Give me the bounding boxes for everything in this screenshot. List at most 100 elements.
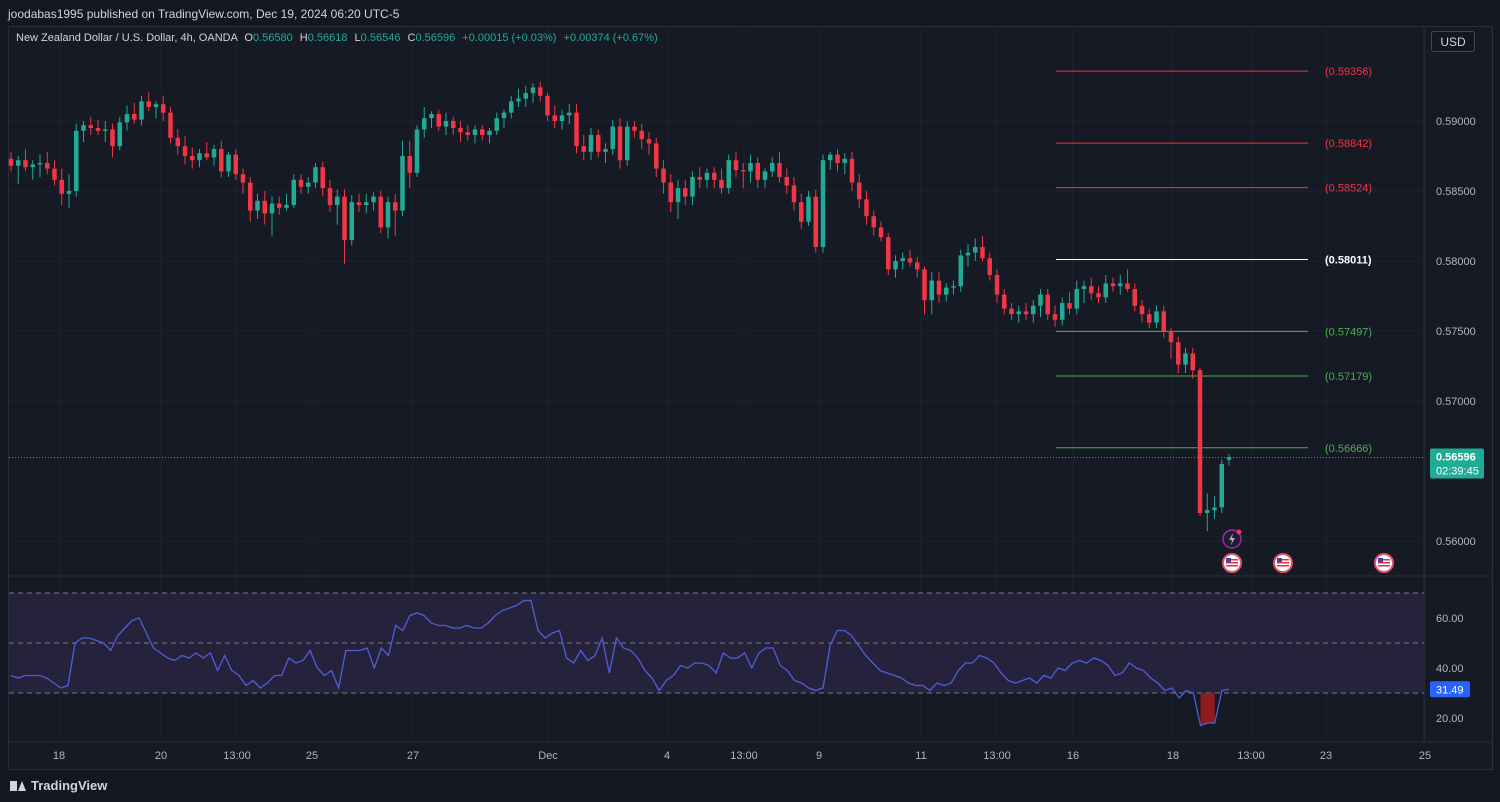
- candle-body-down: [1096, 293, 1101, 298]
- candle-body-down: [219, 149, 224, 172]
- candle-body-down: [987, 258, 992, 275]
- change-value: +0.00015 (+0.03%): [462, 32, 557, 44]
- x-tick-label: 27: [407, 750, 419, 762]
- candle-body-up: [306, 182, 311, 187]
- candle-body-down: [994, 275, 1000, 295]
- candle-body-down: [1147, 314, 1152, 323]
- flag-stripe: [1277, 562, 1289, 564]
- candle-body-down: [835, 154, 840, 163]
- candle-body-up: [509, 101, 514, 113]
- candle-body-down: [791, 185, 797, 203]
- candle-body-down: [777, 163, 782, 177]
- candle-body-up: [117, 122, 122, 147]
- candle-body-down: [697, 177, 702, 180]
- candle-body-down: [204, 153, 209, 158]
- candle-body-down: [719, 179, 724, 189]
- symbol-name: New Zealand Dollar / U.S. Dollar, 4h, OA…: [16, 32, 238, 44]
- x-tick-label: 18: [1167, 750, 1179, 762]
- x-tick-label: 25: [306, 750, 318, 762]
- candle-body-down: [175, 137, 180, 147]
- candle-body-down: [1009, 308, 1014, 315]
- candle-body-up: [1154, 311, 1159, 323]
- candle-body-down: [407, 156, 412, 173]
- candle-body-up: [588, 135, 594, 152]
- candle-body-up: [726, 160, 731, 189]
- y-tick-label: 0.59000: [1436, 116, 1476, 128]
- candle-body-up: [371, 196, 376, 203]
- candle-body-down: [755, 163, 760, 180]
- candle-body-up: [16, 160, 21, 166]
- candle-body-up: [1074, 289, 1079, 309]
- x-tick-label: Dec: [538, 750, 558, 762]
- candle-body-down: [110, 129, 115, 147]
- candle-body-up: [284, 205, 289, 208]
- x-tick-label: 13:00: [1237, 750, 1265, 762]
- flag-canton: [1378, 558, 1383, 562]
- candle-body-down: [646, 139, 652, 144]
- candle-body-down: [552, 115, 557, 121]
- candle-body-down: [712, 172, 717, 180]
- candle-body-up: [958, 255, 963, 287]
- rsi-value-badge: [1430, 681, 1470, 698]
- y-tick-label: 0.58500: [1436, 186, 1476, 198]
- rsi-y-tick-label: 20.00: [1436, 713, 1464, 725]
- candle-body-up: [516, 98, 521, 102]
- candle-body-down: [240, 174, 246, 183]
- flag-stripe: [1378, 559, 1390, 561]
- candle-body-down: [639, 130, 644, 140]
- candle-body-down: [1089, 286, 1094, 294]
- candle-body-up: [1226, 457, 1232, 460]
- candle-body-down: [1023, 311, 1029, 315]
- candle-body-down: [146, 101, 151, 107]
- flag-canton: [1226, 558, 1231, 562]
- candle-body-down: [161, 104, 166, 113]
- candle-body-down: [878, 227, 884, 238]
- flag-stripe: [1378, 562, 1390, 564]
- candle-body-down: [980, 247, 985, 259]
- candle-body-up: [973, 247, 978, 253]
- candle-body-up: [349, 202, 354, 240]
- x-tick-label: 20: [155, 750, 167, 762]
- price-level-label: (0.58524): [1325, 183, 1372, 195]
- y-tick-label: 0.57500: [1436, 326, 1476, 338]
- rsi-band-fill: [9, 593, 1424, 693]
- candle-body-up: [400, 156, 405, 211]
- candle-body-down: [480, 129, 485, 135]
- candle-body-up: [472, 129, 478, 135]
- candle-body-down: [617, 126, 623, 161]
- candle-body-up: [893, 261, 898, 270]
- candle-body-up: [335, 196, 340, 205]
- candle-body-down: [233, 154, 238, 175]
- tradingview-logo[interactable]: TradingView: [10, 778, 107, 793]
- candle-body-down: [190, 156, 195, 161]
- y-tick-label: 0.56000: [1436, 536, 1476, 548]
- candle-body-down: [262, 200, 267, 214]
- flag-stripe: [1378, 565, 1390, 567]
- candle-body-down: [8, 158, 14, 166]
- candle-body-up: [66, 191, 72, 194]
- candle-body-down: [1139, 305, 1145, 315]
- candle-body-down: [1002, 294, 1007, 309]
- candle-body-down: [871, 216, 876, 228]
- candle-body-up: [197, 153, 202, 161]
- footer: [0, 770, 1500, 802]
- candle-body-down: [683, 188, 688, 197]
- candle-body-up: [1183, 353, 1188, 365]
- candle-body-up: [929, 280, 934, 301]
- candle-body-down: [168, 112, 173, 138]
- price-level-label: (0.56666): [1325, 443, 1372, 455]
- publisher-bar: joodabas1995 published on TradingView.co…: [0, 0, 1500, 26]
- candle-body-down: [458, 128, 463, 133]
- candle-body-down: [182, 146, 188, 156]
- flag-stripe: [1226, 562, 1238, 564]
- candle-body-down: [813, 196, 818, 247]
- candle-body-up: [762, 171, 768, 180]
- candle-body-down: [668, 182, 673, 203]
- candle-body-up: [842, 158, 847, 163]
- candle-body-up: [770, 163, 775, 172]
- candle-body-up: [1212, 507, 1217, 511]
- currency-button[interactable]: USD: [1431, 31, 1475, 52]
- brand-text: TradingView: [31, 778, 108, 793]
- change-value-2: +0.00374 (+0.67%): [563, 32, 658, 44]
